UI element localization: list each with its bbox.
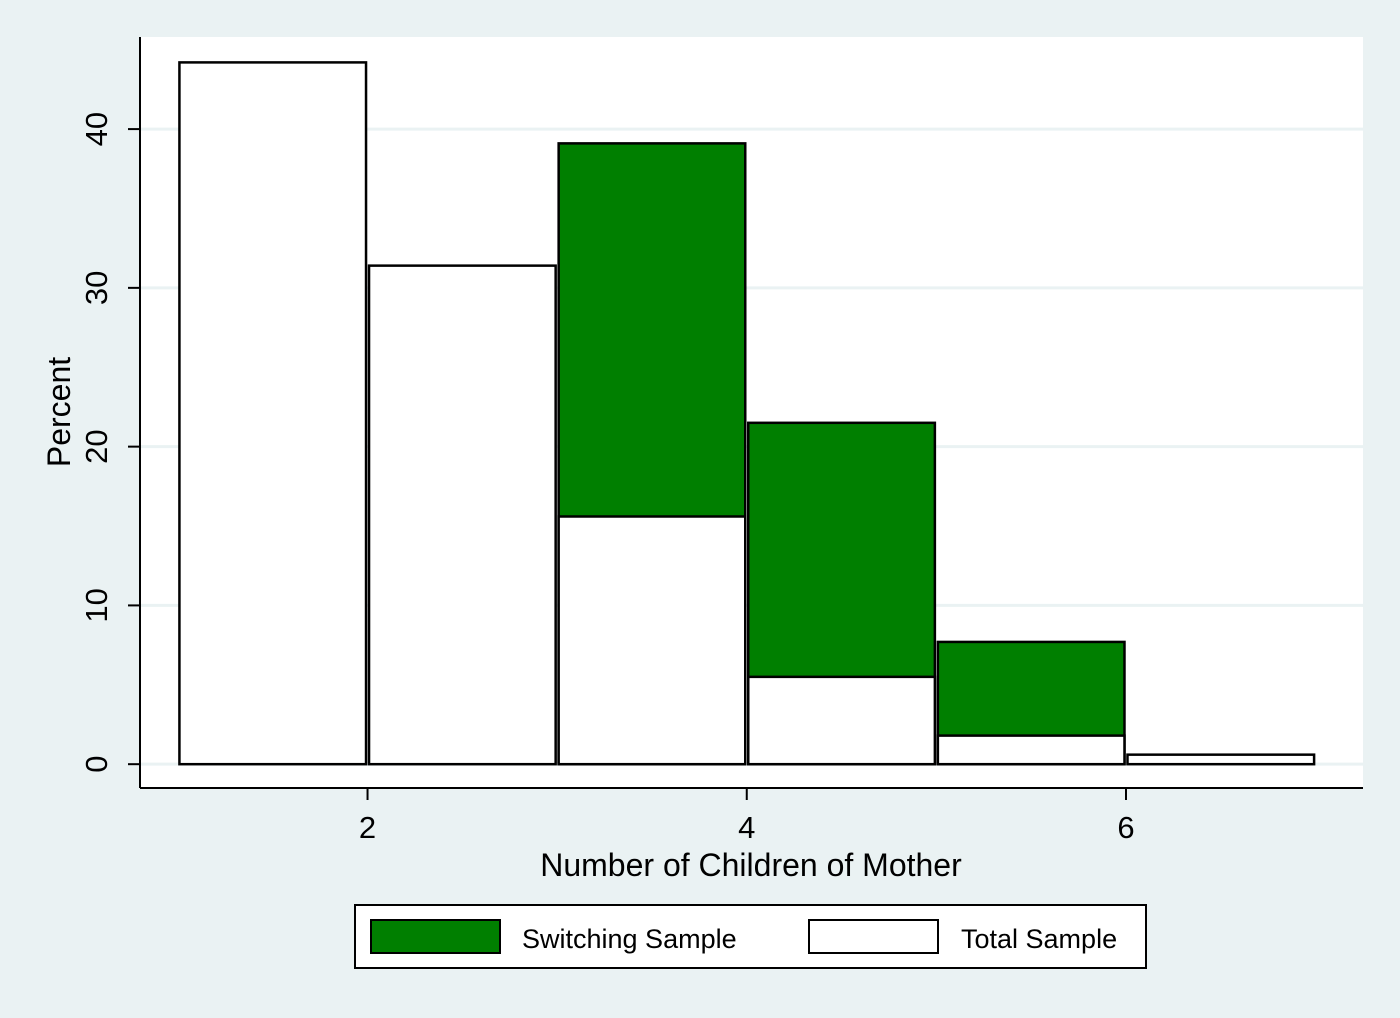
bars (178, 61, 1316, 766)
y-ticks: 0 10 20 30 40 (79, 112, 140, 773)
legend-swatch-total-sample (808, 919, 939, 954)
bar-total-sample-1-2 (178, 61, 368, 766)
legend-swatch-switching-sample (370, 919, 501, 954)
bar-total-sample-4-5 (747, 675, 937, 766)
y-tick-label-0: 0 (79, 756, 114, 773)
y-tick-label-10: 10 (79, 588, 114, 622)
axes (139, 37, 1363, 789)
bar-total-sample-5-6 (936, 734, 1126, 766)
legend-label-total-sample: Total Sample (961, 924, 1117, 954)
x-tick-label-2: 2 (359, 810, 376, 845)
x-tick-label-4: 4 (738, 810, 755, 845)
bar-total-sample-6-7 (1126, 753, 1316, 766)
y-tick-label-40: 40 (79, 112, 114, 146)
bar-total-sample-2-3 (367, 264, 557, 766)
y-tick-label-30: 30 (79, 271, 114, 305)
legend: Switching Sample Total Sample (354, 904, 1147, 969)
x-axis-title: Number of Children of Mother (540, 847, 962, 883)
legend-label-switching-sample: Switching Sample (522, 924, 737, 954)
y-axis-title: Percent (41, 357, 77, 467)
bar-total-sample-3-4 (557, 515, 747, 766)
x-ticks: 2 4 6 (359, 788, 1135, 845)
y-tick-label-20: 20 (79, 429, 114, 463)
x-tick-label-6: 6 (1117, 810, 1134, 845)
